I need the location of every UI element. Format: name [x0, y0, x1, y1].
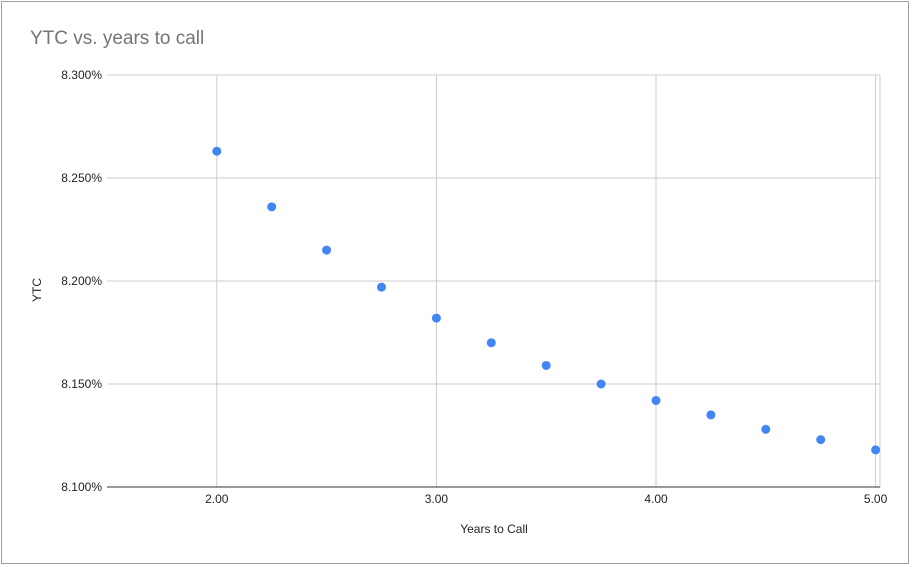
x-tick-label: 4.00	[644, 492, 668, 506]
y-tick-label: 8.200%	[61, 274, 102, 288]
y-tick-label: 8.250%	[61, 171, 102, 185]
data-point	[706, 410, 716, 420]
y-tick-label: 8.100%	[61, 480, 102, 494]
x-axis-label: Years to Call	[460, 522, 528, 536]
data-point	[816, 435, 826, 445]
data-point	[377, 282, 387, 292]
data-point	[431, 313, 441, 323]
data-point	[541, 360, 551, 370]
y-tick-label: 8.150%	[61, 377, 102, 391]
data-point	[267, 202, 277, 212]
data-point	[322, 245, 332, 255]
chart-title: YTC vs. years to call	[30, 28, 205, 49]
x-tick-label: 2.00	[205, 492, 229, 506]
y-tick-label: 8.300%	[61, 68, 102, 82]
x-tick-label: 3.00	[425, 492, 449, 506]
x-tick-label: 5.00	[864, 492, 888, 506]
data-point	[761, 424, 771, 434]
data-point	[596, 379, 606, 389]
data-point	[871, 445, 881, 455]
data-point	[212, 146, 222, 156]
data-point	[486, 338, 496, 348]
data-point	[651, 395, 661, 405]
